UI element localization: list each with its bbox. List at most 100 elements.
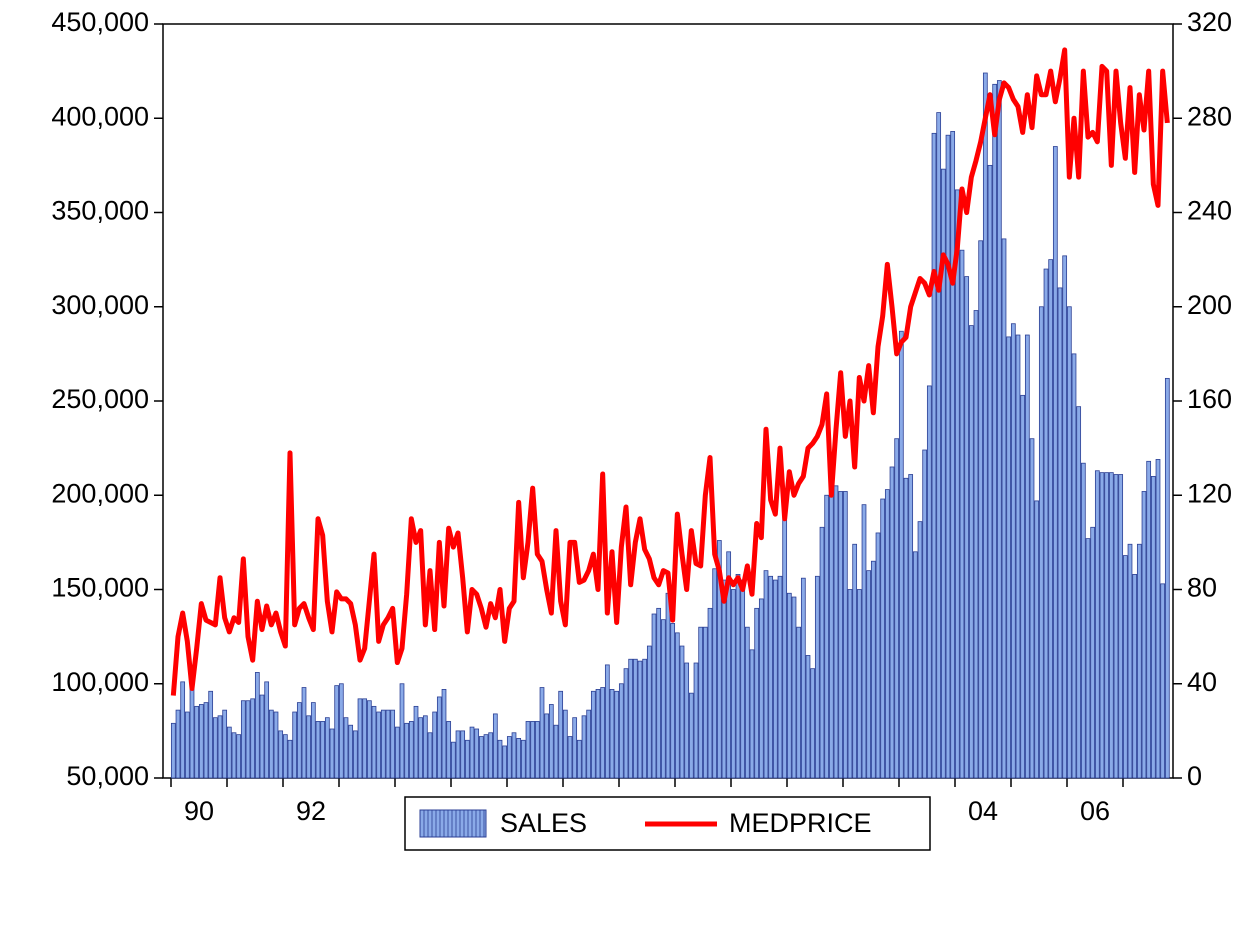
x-tick-label: 06 (1080, 796, 1110, 826)
bar (782, 519, 788, 779)
bar (1062, 255, 1068, 779)
y-tick-label: 200,000 (51, 478, 149, 508)
bar (1034, 500, 1040, 779)
bar (408, 721, 414, 779)
legend: SALES MEDPRICE (404, 796, 931, 851)
bar (259, 694, 265, 779)
bar (926, 385, 932, 779)
bar (217, 715, 223, 779)
bar (856, 589, 862, 779)
bar (912, 551, 918, 779)
bar (763, 570, 769, 779)
bar (740, 579, 746, 779)
bar (903, 477, 909, 779)
bar (889, 466, 895, 779)
bar (982, 72, 988, 779)
bar (642, 658, 648, 779)
bar (749, 649, 755, 779)
bar (483, 734, 489, 779)
bar (814, 575, 820, 779)
bar (632, 658, 638, 779)
bar (287, 739, 293, 779)
bar (1010, 323, 1016, 779)
bar (1155, 459, 1161, 779)
bar (1076, 406, 1082, 779)
x-tick-label: 92 (296, 796, 326, 826)
bar (511, 732, 517, 779)
bar (646, 645, 652, 779)
bar (539, 687, 545, 779)
bar (1136, 543, 1142, 779)
bar (693, 662, 699, 779)
bar (1015, 334, 1021, 779)
bar (842, 491, 848, 779)
bar (1043, 268, 1049, 779)
bar (348, 724, 354, 779)
y-tick-label: 400,000 (51, 101, 149, 131)
bar (418, 717, 424, 779)
bar (861, 504, 867, 779)
bar (922, 449, 928, 779)
bar (595, 689, 601, 779)
bar (404, 722, 410, 779)
bar (530, 721, 536, 779)
y2-tick-label: 280 (1187, 101, 1232, 131)
bar (674, 632, 680, 779)
y2-tick-label: 160 (1187, 384, 1232, 414)
bar (688, 692, 694, 779)
bar (670, 623, 676, 779)
y-tick-label: 50,000 (66, 761, 149, 791)
bar (824, 494, 830, 779)
bar (534, 721, 540, 779)
bar (1108, 472, 1114, 779)
bar (562, 709, 568, 779)
bar (707, 607, 713, 779)
bar (1127, 543, 1133, 779)
bar (315, 721, 321, 779)
bar (525, 721, 531, 779)
bar (576, 739, 582, 779)
bar (478, 736, 484, 779)
bar (1057, 287, 1063, 779)
bar (278, 730, 284, 779)
bar (768, 575, 774, 779)
bar (586, 709, 592, 779)
bar (432, 711, 438, 779)
bar (637, 660, 643, 779)
bar (1024, 334, 1030, 779)
bar (838, 491, 844, 779)
bar (250, 698, 256, 779)
x-tick-label: 04 (968, 796, 998, 826)
y2-tick-label: 200 (1187, 290, 1232, 320)
bar (884, 489, 890, 779)
bar (791, 596, 797, 779)
bar (940, 168, 946, 779)
bar (992, 83, 998, 779)
bar (730, 589, 736, 779)
y2-tick-label: 240 (1187, 196, 1232, 226)
bar (436, 696, 442, 779)
bar (1113, 474, 1119, 779)
bar (184, 711, 190, 779)
bar (198, 704, 204, 779)
bar (254, 672, 260, 779)
bar (1141, 491, 1147, 779)
bar (712, 568, 718, 779)
bar (810, 668, 816, 779)
bar (954, 189, 960, 779)
bar (474, 728, 480, 779)
bar (399, 683, 405, 779)
y-tick-label: 100,000 (51, 667, 149, 697)
bar (684, 662, 690, 779)
bar (273, 711, 279, 779)
bar (572, 717, 578, 779)
bar (800, 577, 806, 779)
bar (1160, 583, 1166, 779)
y2-tick-label: 0 (1187, 761, 1202, 791)
bar (1006, 336, 1012, 779)
y2-tick-label: 40 (1187, 667, 1217, 697)
bar (446, 721, 452, 779)
bar (819, 526, 825, 779)
bar (805, 655, 811, 779)
